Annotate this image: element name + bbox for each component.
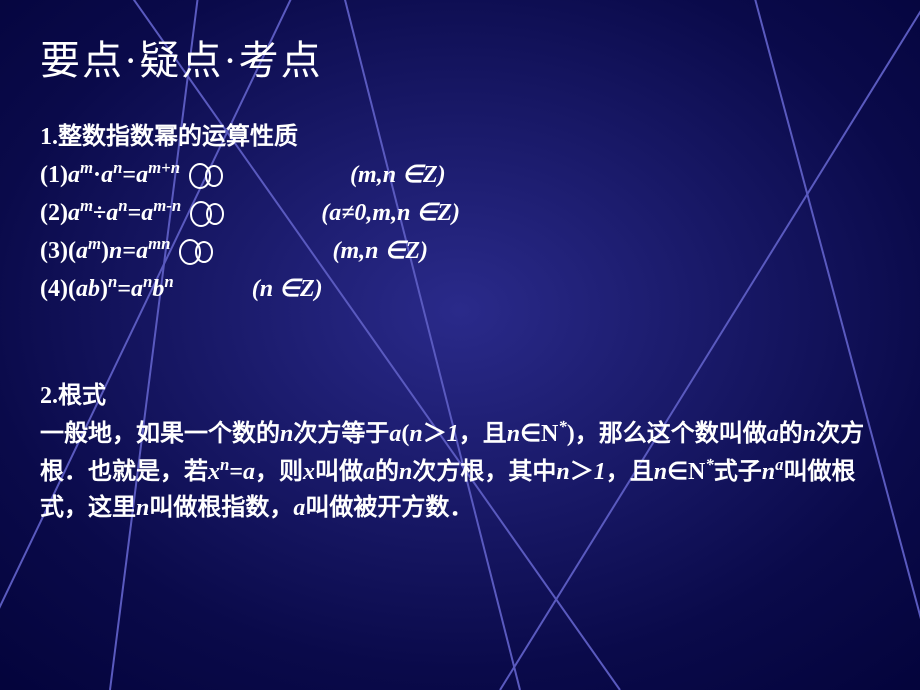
slide-content: 要点·疑点·考点 1.整数指数幂的运算性质 (1)am·an=am+n (m,n… [0, 0, 920, 526]
formula-rule-2: (2)am÷an=am-n (a≠0,m,n ∈Z) [40, 193, 880, 231]
rule-label: (4) [40, 276, 68, 302]
rule-label: (2) [40, 200, 68, 226]
formula-rule-4: (4)(ab)n=anbn (n ∈Z) [40, 269, 880, 307]
formula-rule-1: (1)am·an=am+n (m,n ∈Z) [40, 155, 880, 193]
section-2-body: 一般地，如果一个数的n次方等于a(n＞1，且n∈N*)，那么这个数叫做a的n次方… [40, 414, 880, 526]
rule-label: (3) [40, 238, 68, 264]
loop-icon [174, 238, 218, 266]
rule-label: (1) [40, 162, 68, 188]
rule-expression: am÷an=am-n [68, 200, 181, 226]
rule-condition: (n ∈Z) [252, 271, 323, 307]
section-2-heading: 2.根式 [40, 375, 880, 410]
rule-expression: am·an=am+n [68, 162, 180, 188]
rule-condition: (m,n ∈Z) [332, 233, 428, 269]
loop-icon [184, 162, 228, 190]
rule-condition: (a≠0,m,n ∈Z) [321, 195, 460, 231]
formula-rule-3: (3)(am)n=amn (m,n ∈Z) [40, 231, 880, 269]
loop-icon [174, 238, 218, 266]
slide-title: 要点·疑点·考点 [40, 28, 880, 86]
rule-expression: (ab)n=anbn [68, 276, 174, 302]
section-1-heading: 1.整数指数幂的运算性质 [40, 116, 880, 151]
rule-expression: (am)n=amn [68, 238, 171, 264]
loop-icon [185, 200, 229, 228]
loop-icon [184, 162, 228, 190]
rule-condition: (m,n ∈Z) [350, 157, 446, 193]
loop-icon [185, 200, 229, 228]
formula-list: (1)am·an=am+n (m,n ∈Z)(2)am÷an=am-n (a≠0… [40, 155, 880, 307]
